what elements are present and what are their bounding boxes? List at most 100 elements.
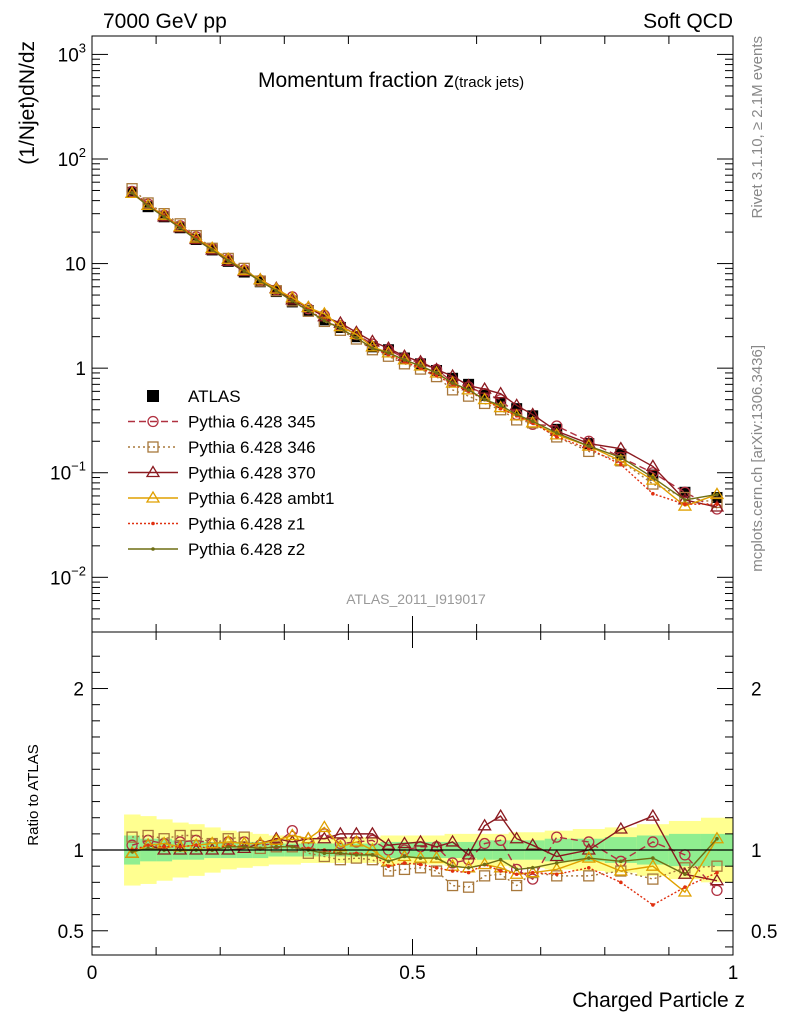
ratio-point-ambt1 (301, 831, 316, 844)
ratio-point-ambt1 (317, 820, 332, 833)
main-point-z2 (530, 419, 535, 424)
ratio-point-z1 (450, 869, 455, 873)
ratio-point-z1 (402, 861, 407, 865)
main-y-tick-base: 10 (50, 568, 71, 589)
main-y-tick-label: 10 (65, 255, 86, 276)
ratio-point-p346 (126, 831, 138, 843)
ratio-point-p370 (221, 842, 236, 855)
ratio-point-z2 (619, 859, 623, 864)
ratio-point-p370 (509, 831, 524, 844)
ratio-y-tick-label: 2 (73, 680, 84, 701)
ratio-point-z1 (146, 843, 150, 847)
main-point-z2 (586, 444, 591, 448)
main-series-z2 (130, 191, 719, 502)
main-point-z2 (162, 215, 166, 219)
ratio-y-tick-label-right: 0.5 (751, 922, 777, 943)
ratio-point-p346 (511, 879, 523, 892)
main-point-z2 (498, 403, 503, 408)
legend-label-p346: Pythia 6.428 346 (188, 438, 316, 457)
main-point-p370 (525, 407, 540, 420)
main-y-tick-exp: 3 (79, 40, 86, 55)
ratio-series-line-p345 (131, 829, 718, 891)
ratio-point-ambt1 (525, 865, 540, 878)
ratio-point-p346 (190, 829, 202, 842)
ratio-point-z1 (498, 869, 503, 873)
main-point-z2 (226, 258, 231, 263)
ratio-point-p370 (349, 826, 364, 839)
ratio-point-p370 (397, 836, 412, 849)
main-point-z2 (290, 299, 295, 303)
main-title-text: Momentum fraction z (258, 69, 454, 92)
x-axis-label: Charged Particle z (572, 989, 745, 1012)
ratio-point-p345 (551, 831, 563, 843)
ratio-point-z2 (651, 856, 655, 860)
main-y-tick-label: 10−2 (50, 563, 86, 589)
main-point-z2 (450, 381, 455, 385)
ratio-point-p370 (413, 834, 428, 847)
ratio-point-p370 (477, 818, 492, 831)
main-point-p346 (142, 197, 154, 209)
ratio-point-ambt1 (709, 831, 725, 844)
ratio-point-ambt1 (205, 836, 220, 849)
ratio-point-z1 (514, 872, 519, 877)
ratio-point-z2 (258, 846, 263, 851)
ratio-point-p370 (525, 837, 540, 850)
main-point-z1 (498, 406, 503, 411)
ratio-point-z1 (619, 880, 623, 885)
legend-label-p345: Pythia 6.428 345 (188, 413, 316, 432)
main-point-z2 (258, 279, 263, 283)
main-point-ATLAS (479, 389, 491, 401)
main-point-ambt1 (333, 319, 348, 332)
ratio-point-p370 (549, 849, 564, 862)
x-tick-label: 0 (87, 963, 98, 984)
main-y-tick-exp: −2 (71, 563, 86, 578)
ratio-point-p346 (446, 879, 459, 892)
ratio-point-p370 (317, 831, 332, 844)
main-point-ambt1 (269, 281, 284, 294)
ratio-point-p370 (365, 826, 380, 839)
ratio-point-ambt1 (397, 849, 412, 862)
ratio-point-p370 (613, 821, 628, 834)
main-point-p370 (613, 441, 628, 454)
main-y-tick-label: 103 (58, 40, 86, 66)
main-point-p370 (189, 232, 204, 245)
main-point-ambt1 (677, 498, 693, 511)
ratio-point-z1 (683, 885, 687, 889)
rivet-version-label: Rivet 3.1.10, ≥ 2.1M events (749, 36, 766, 219)
main-point-z1 (619, 462, 623, 467)
ratio-point-z2 (514, 867, 519, 872)
ratio-point-p370 (172, 842, 188, 855)
main-point-z1 (554, 435, 559, 439)
legend-marker-ATLAS (147, 390, 159, 402)
ratio-point-z2 (130, 849, 134, 854)
ratio-point-z1 (651, 903, 655, 907)
main-point-ambt1 (709, 487, 725, 500)
legend-marker-z2 (151, 547, 155, 551)
main-point-z2 (651, 475, 655, 480)
ratio-point-z2 (418, 856, 423, 860)
ratio-panel: 0.5 0.51 12 20 0.5 1 Ratio to ATLAS Charged P… (25, 631, 777, 1012)
main-point-z1 (715, 502, 719, 507)
ratio-y-label: Ratio to ATLAS (25, 744, 42, 845)
ratio-point-p345 (478, 837, 491, 850)
ratio-point-z2 (290, 844, 295, 849)
ratio-point-ambt1 (285, 828, 300, 841)
ratio-point-z2 (530, 865, 535, 870)
main-point-z2 (514, 412, 519, 417)
main-point-p346 (711, 496, 723, 509)
ratio-point-ambt1 (349, 834, 364, 847)
ratio-point-z2 (482, 862, 487, 867)
ratio-point-z2 (434, 856, 439, 860)
ratio-point-p370 (493, 808, 508, 821)
ratio-point-p370 (581, 842, 596, 855)
ratio-point-p370 (269, 831, 284, 844)
main-point-p370 (493, 386, 508, 399)
main-point-z2 (619, 455, 623, 460)
legend-marker-p345 (147, 415, 159, 428)
ratio-point-p345 (711, 884, 723, 897)
legend-label-ATLAS: ATLAS (188, 387, 241, 406)
main-y-tick-base: 10 (58, 45, 79, 66)
main-y-tick-base: 1 (75, 359, 86, 380)
ratio-point-z1 (530, 870, 535, 875)
